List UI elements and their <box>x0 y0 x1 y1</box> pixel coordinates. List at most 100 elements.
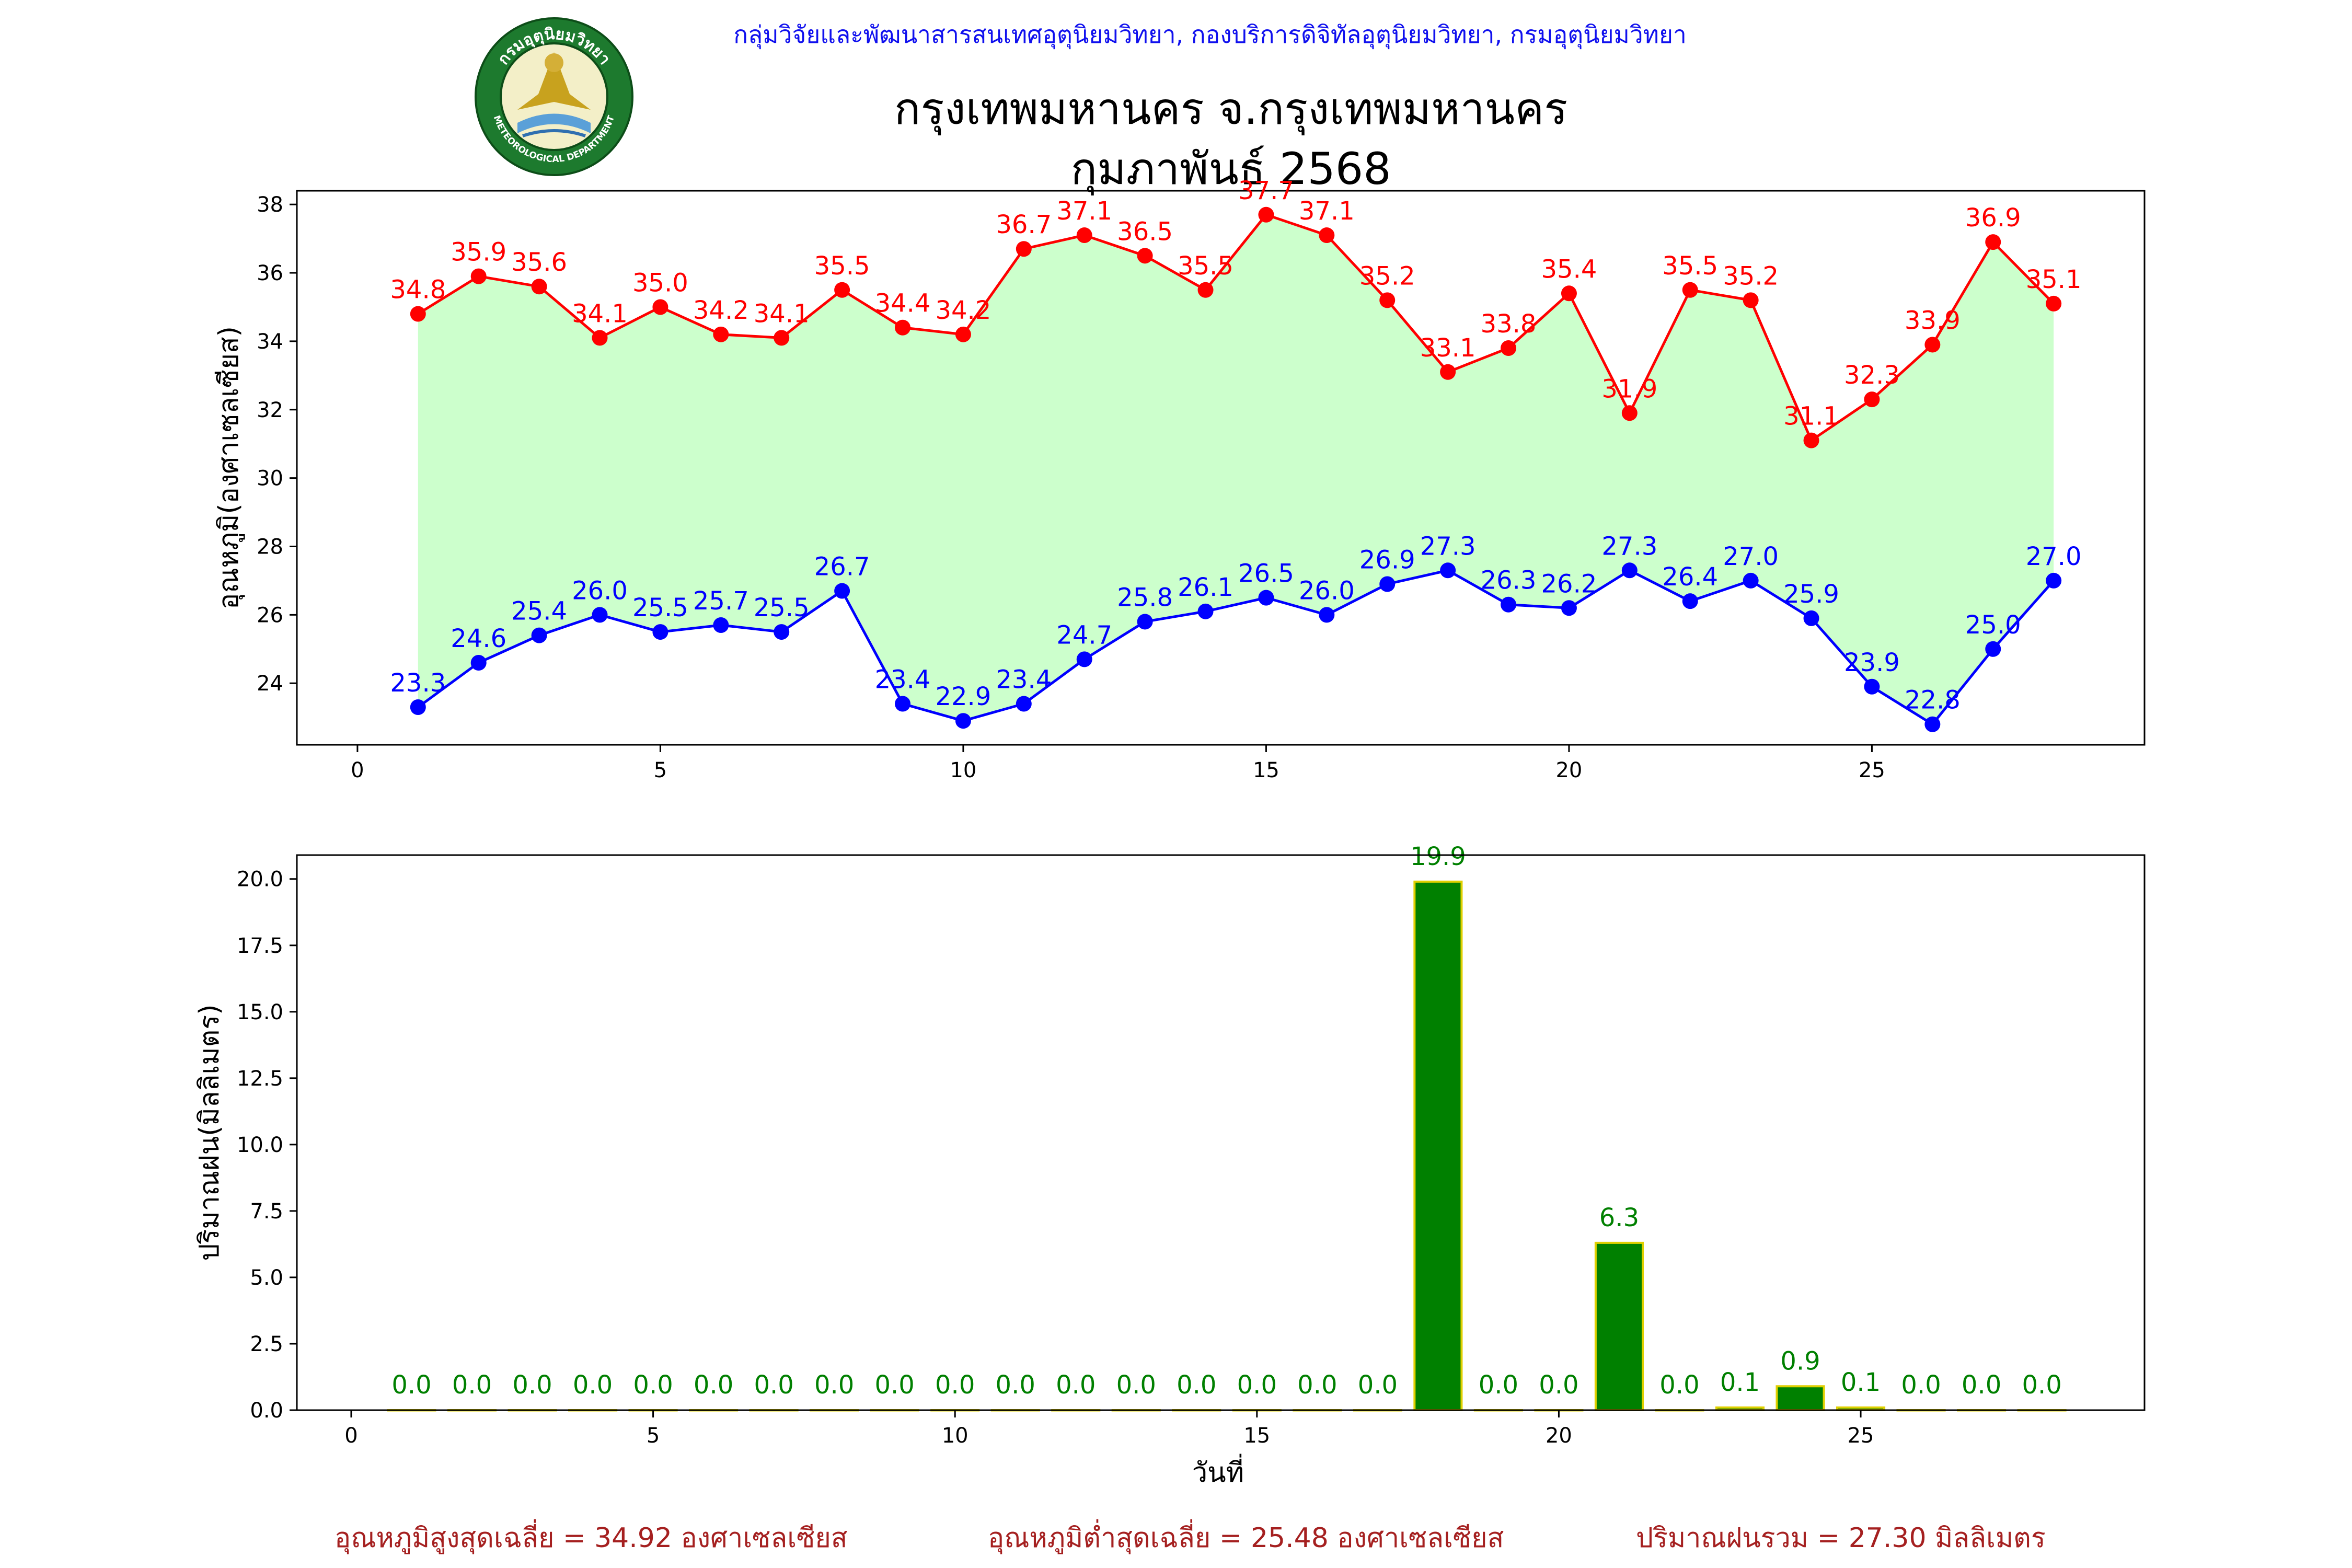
max-temperature-value-label: 31.1 <box>1783 402 1839 431</box>
rainfall-plot-frame <box>296 854 2146 1411</box>
rainfall-bar <box>2017 1409 2067 1412</box>
max-temperature-point <box>1561 285 1577 302</box>
min-temperature-point <box>1682 593 1698 609</box>
max-temperature-point <box>1924 337 1941 353</box>
max-temperature-value-label: 35.0 <box>632 268 688 297</box>
rainfall-bar <box>1051 1409 1101 1412</box>
min-temperature-value-label: 26.9 <box>1359 545 1415 574</box>
min-temperature-value-label: 23.3 <box>390 668 446 698</box>
max-temperature-value-label: 34.1 <box>754 299 810 328</box>
x-tick-label: 5 <box>647 1424 660 1448</box>
max-temperature-point <box>652 299 668 315</box>
x-tick-label: 15 <box>1253 758 1279 782</box>
max-temperature-point <box>1864 391 1880 408</box>
y-tick-label: 24 <box>257 672 283 696</box>
max-temperature-point <box>1682 282 1698 298</box>
max-temperature-value-label: 34.2 <box>693 296 749 325</box>
y-tick-label: 26 <box>257 603 283 627</box>
rainfall-bar <box>1655 1409 1704 1412</box>
rainfall-value-label: 0.0 <box>1539 1370 1578 1400</box>
max-temperature-value-label: 35.2 <box>1723 261 1779 291</box>
max-temperature-value-label: 36.5 <box>1117 217 1173 246</box>
min-temperature-value-label: 25.5 <box>632 593 688 622</box>
rainfall-bar <box>1232 1409 1282 1412</box>
rainfall-bar <box>1715 1406 1765 1412</box>
y-tick-label: 28 <box>257 535 283 559</box>
max-temperature-point <box>1621 405 1638 421</box>
rainfall-bar <box>689 1409 739 1412</box>
min-temperature-point <box>1016 696 1032 712</box>
max-temperature-point <box>1016 241 1032 257</box>
rainfall-bar <box>1594 1241 1644 1411</box>
rainfall-value-label: 0.0 <box>814 1370 854 1400</box>
rainfall-value-label: 0.0 <box>1659 1370 1699 1400</box>
min-temperature-point <box>1197 603 1214 619</box>
max-temperature-point <box>2046 295 2062 312</box>
rainfall-bar <box>568 1409 618 1412</box>
max-temperature-point <box>1743 292 1759 308</box>
rainfall-value-label: 0.0 <box>633 1370 673 1400</box>
rainfall-value-label: 6.3 <box>1599 1203 1639 1232</box>
max-temperature-point <box>1197 282 1214 298</box>
max-temperature-value-label: 35.1 <box>2026 265 2082 294</box>
min-temperature-value-label: 25.0 <box>1965 610 2021 640</box>
y-tick-label: 36 <box>257 261 283 285</box>
max-temperature-value-label: 31.9 <box>1601 374 1657 403</box>
min-temperature-point <box>652 624 668 640</box>
rainfall-value-label: 0.0 <box>1177 1370 1216 1400</box>
max-temperature-value-label: 34.1 <box>572 299 628 328</box>
rainfall-value-label: 0.0 <box>875 1370 915 1400</box>
min-temperature-point <box>1076 651 1092 667</box>
min-temperature-point <box>834 583 850 599</box>
rainfall-bar <box>387 1409 436 1412</box>
max-temperature-value-label: 35.6 <box>511 248 567 277</box>
min-temperature-point <box>895 696 911 712</box>
min-temperature-value-label: 24.6 <box>451 624 506 653</box>
rainfall-bar <box>1353 1409 1402 1412</box>
rainfall-value-label: 0.0 <box>1901 1370 1941 1400</box>
temperature-plot-frame <box>296 190 2146 746</box>
rainfall-value-label: 0.0 <box>1962 1370 2001 1400</box>
max-temperature-point <box>1076 227 1092 244</box>
min-temperature-point <box>1985 641 2001 657</box>
rainfall-value-label: 0.1 <box>1720 1368 1760 1397</box>
rainfall-value-label: 0.0 <box>694 1370 733 1400</box>
rainfall-bar <box>749 1409 799 1412</box>
max-temperature-value-label: 35.5 <box>1662 251 1718 281</box>
y-tick-label: 20.0 <box>237 868 283 892</box>
rainfall-value-label: 0.0 <box>996 1370 1035 1400</box>
min-temperature-value-label: 26.2 <box>1541 569 1597 598</box>
max-temperature-value-label: 35.4 <box>1541 255 1597 284</box>
rainfall-value-label: 0.1 <box>1841 1368 1881 1397</box>
y-axis-label: ปริมาณฝน(มิลลิเมตร) <box>194 1004 225 1261</box>
min-temperature-line <box>417 569 2055 727</box>
x-tick-label: 15 <box>1243 1424 1270 1448</box>
max-temperature-value-label: 35.2 <box>1359 261 1415 291</box>
x-tick-label: 10 <box>950 758 976 782</box>
min-temperature-value-label: 25.7 <box>693 586 749 616</box>
min-temperature-value-label: 22.9 <box>935 682 991 711</box>
rainfall-value-label: 0.0 <box>2022 1370 2061 1400</box>
min-temperature-point <box>1137 614 1153 630</box>
min-temperature-value-label: 27.3 <box>1601 532 1657 561</box>
rainfall-value-label: 0.0 <box>1479 1370 1518 1400</box>
rainfall-value-label: 0.0 <box>573 1370 613 1400</box>
header-credit: กลุ่มวิจัยและพัฒนาสารสนเทศอุตุนิยมวิทยา,… <box>733 20 1687 49</box>
y-tick-label: 2.5 <box>250 1332 283 1356</box>
min-temperature-value-label: 25.4 <box>511 597 567 626</box>
footer-total-rain: ปริมาณฝนรวม = 27.30 มิลลิเมตร <box>1636 1523 2046 1554</box>
max-temperature-point <box>531 279 547 295</box>
x-axis-label: วันที่ <box>1192 1454 1244 1489</box>
min-temperature-value-label: 26.3 <box>1481 566 1537 595</box>
min-temperature-value-label: 26.4 <box>1662 562 1718 592</box>
min-temperature-point <box>531 627 547 643</box>
min-temperature-value-label: 27.0 <box>1723 542 1779 571</box>
rainfall-value-label: 0.0 <box>391 1370 431 1400</box>
max-temperature-point <box>1985 234 2001 250</box>
y-tick-label: 32 <box>257 398 283 422</box>
max-temperature-point <box>955 326 971 342</box>
rainfall-bar <box>990 1409 1040 1412</box>
max-temperature-value-label: 35.5 <box>814 251 870 281</box>
max-temperature-point <box>834 282 850 298</box>
